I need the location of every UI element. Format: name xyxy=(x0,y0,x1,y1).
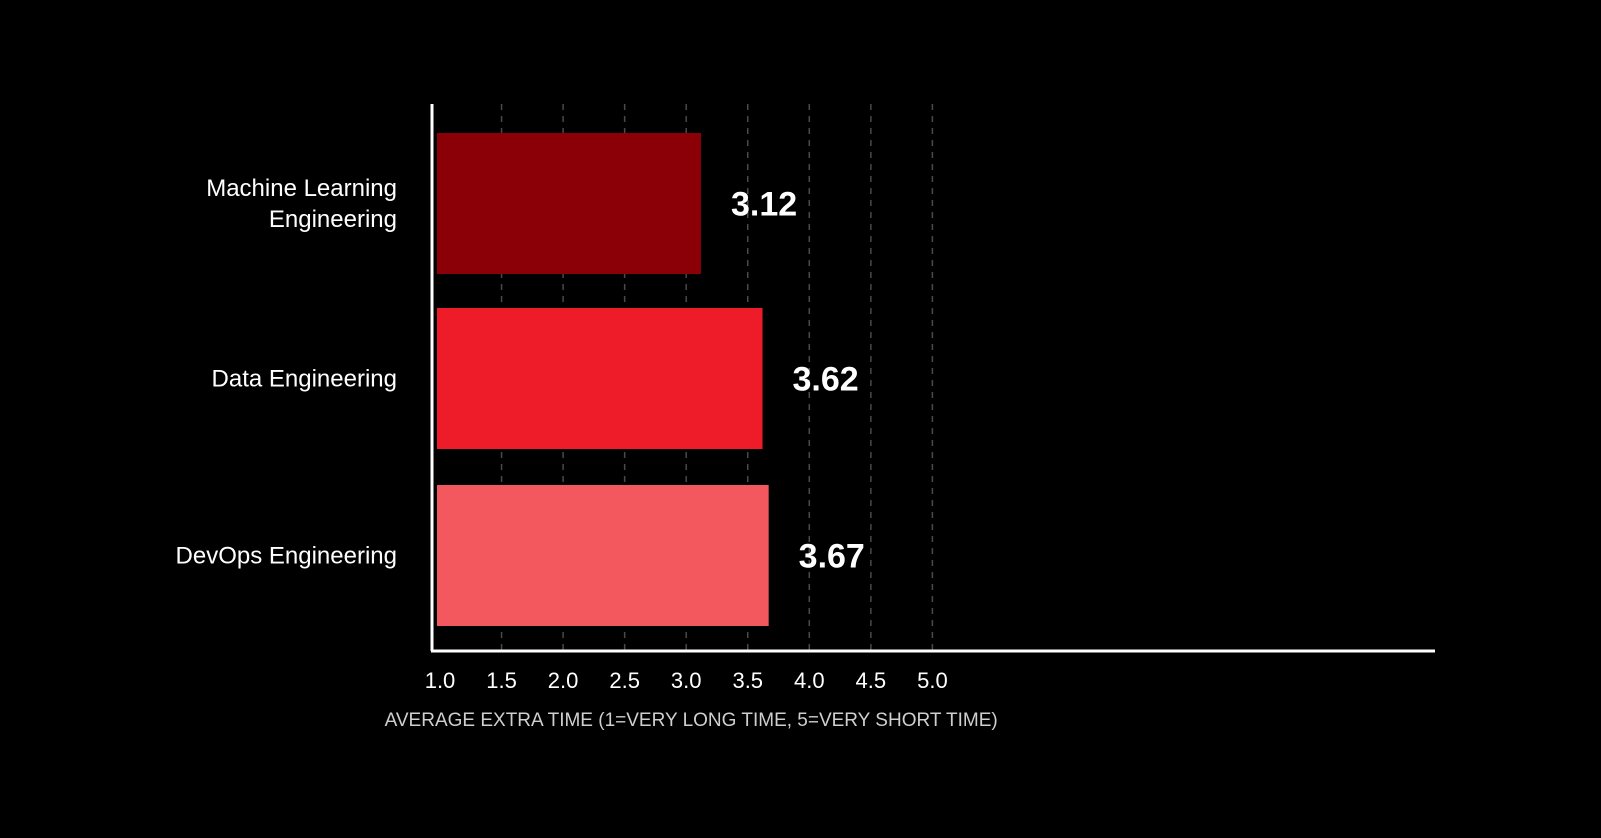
x-tick-label: 4.0 xyxy=(794,668,825,693)
x-tick-label: 3.0 xyxy=(671,668,702,693)
x-tick-labels: 1.0 1.5 2.0 2.5 3.0 3.5 4.0 4.5 5.0 xyxy=(425,668,948,693)
x-tick-label: 5.0 xyxy=(917,668,948,693)
x-axis-title: AVERAGE EXTRA TIME (1=VERY LONG TIME, 5=… xyxy=(385,710,998,731)
category-labels: Machine Learning Engineering Data Engineer… xyxy=(176,175,397,570)
bar xyxy=(437,308,763,449)
value-labels: 3.12 3.62 3.67 xyxy=(731,186,865,576)
bar xyxy=(437,485,769,626)
bars xyxy=(437,133,769,626)
value-label: 3.12 xyxy=(731,186,797,224)
bar xyxy=(437,133,701,274)
x-tick-label: 2.5 xyxy=(609,668,640,693)
category-label: DevOps Engineering xyxy=(176,543,397,570)
category-label: Machine Learning Engineering xyxy=(206,175,397,233)
x-tick-label: 1.5 xyxy=(486,668,517,693)
axes xyxy=(430,104,1435,653)
value-label: 3.62 xyxy=(793,361,859,399)
x-tick-label: 3.5 xyxy=(732,668,763,693)
category-label: Data Engineering xyxy=(212,366,397,393)
value-label: 3.67 xyxy=(799,538,865,576)
x-tick-label: 4.5 xyxy=(856,668,887,693)
x-tick-label: 2.0 xyxy=(548,668,579,693)
x-tick-label: 1.0 xyxy=(425,668,456,693)
